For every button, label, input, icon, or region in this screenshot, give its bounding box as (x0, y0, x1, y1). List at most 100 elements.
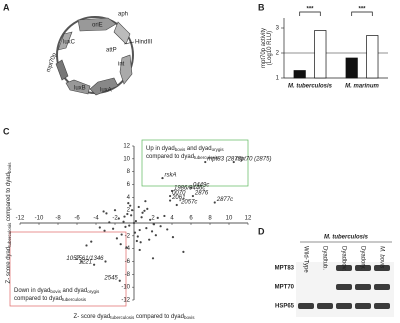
band (317, 303, 333, 309)
lane-label: Dyadbov. (340, 246, 346, 271)
point (232, 160, 235, 164)
lane-label: Dyadory. (359, 246, 365, 270)
point-label: 2545 (103, 275, 118, 281)
point (85, 244, 88, 247)
point-label: 2061 (171, 195, 185, 201)
site-mark (123, 41, 135, 45)
point (149, 218, 152, 221)
row-label: HSP65 (275, 304, 295, 310)
lane-label: Dyadtub. (321, 246, 327, 270)
point (169, 199, 172, 202)
y-tick-label: 8 (127, 169, 131, 175)
point (146, 207, 149, 210)
title-part: bovis (50, 289, 61, 294)
row-label: MPT83 (275, 266, 295, 272)
y-tick-label: -10 (121, 285, 130, 291)
title-part: compared to dyad (6, 173, 12, 223)
y-tick-label: -12 (121, 298, 130, 304)
point (90, 240, 93, 243)
point (120, 233, 123, 236)
significance-bracket (299, 11, 321, 16)
point (154, 234, 157, 237)
point (108, 221, 111, 224)
point (140, 216, 143, 219)
band (374, 265, 390, 271)
gene-arrow (57, 31, 73, 51)
point-label: *2057c (179, 200, 198, 206)
axis-title: Up in dyadbovis and dyadorygis (146, 146, 224, 153)
point (213, 201, 216, 204)
axis-title: compared to dyadtuberculosis (146, 154, 219, 161)
point (143, 209, 146, 212)
point (182, 250, 185, 253)
point (145, 227, 148, 230)
lane-label: Wild-Type (302, 246, 308, 273)
point (123, 215, 126, 218)
point-label: mpt83 (2873) (207, 157, 243, 163)
point (204, 160, 207, 164)
x-tick-label: 6 (189, 216, 193, 222)
x-tick-label: -8 (55, 216, 61, 222)
y-tick-label: -4 (125, 246, 131, 252)
point-label: 1057 (66, 256, 80, 262)
point (115, 237, 118, 240)
title-line: (Log10 RLU) (267, 31, 273, 65)
y-tick-label: -8 (125, 272, 131, 278)
point (159, 225, 162, 228)
y-tick-label: 2 (276, 51, 280, 57)
point (148, 238, 151, 241)
band (374, 284, 390, 290)
point (161, 176, 164, 180)
point (175, 203, 178, 207)
point (104, 260, 107, 263)
point (152, 223, 156, 226)
bar (314, 30, 327, 79)
point (189, 186, 193, 189)
y-tick-label: -6 (125, 259, 131, 265)
point (136, 235, 139, 238)
y-tick-label: -2 (125, 233, 131, 239)
point (93, 263, 96, 266)
point-label: 2876 (194, 191, 209, 197)
axis-title: Z- score dyadtuberculosis compared to dy… (74, 314, 196, 321)
x-tick-label: -10 (35, 216, 44, 222)
point-label: 1561/1346 (75, 256, 104, 262)
point (130, 214, 133, 217)
gene-arrow (77, 17, 117, 32)
x-tick-label: 8 (208, 216, 212, 222)
bar (366, 35, 379, 79)
point (119, 243, 122, 246)
panel-label: D (258, 226, 265, 236)
point (105, 212, 108, 215)
point-label: 1221 (79, 259, 92, 265)
point (103, 229, 106, 232)
x-tick-label: 10 (226, 216, 233, 222)
x-tick-label: M. marinum (345, 84, 379, 90)
x-tick-label: -4 (93, 216, 99, 222)
point (138, 248, 141, 252)
plasmid-map: oriE aph HindIII int attP luxA luxB luxC… (46, 12, 153, 96)
point (118, 279, 121, 282)
gene-label: luxA (100, 88, 112, 94)
title-part: bovis (184, 315, 195, 320)
point (191, 194, 194, 198)
title-part: Up in dyad (146, 146, 175, 152)
gene-label: int (118, 62, 125, 68)
gene-label: luxC (63, 40, 76, 46)
title-part: compared to dyad (146, 154, 194, 160)
point (124, 225, 127, 228)
title-line: mpt70p activity (261, 28, 267, 68)
point (122, 220, 125, 223)
point (156, 216, 159, 219)
point (171, 236, 175, 239)
band (355, 284, 371, 290)
band (336, 265, 352, 271)
y-tick-label: 10 (123, 156, 130, 162)
x-tick-label: M. tuberculosis (288, 84, 333, 90)
gene-label: oriE (92, 23, 103, 29)
point (151, 257, 155, 260)
point (131, 209, 134, 212)
point (117, 217, 120, 220)
point (125, 246, 128, 249)
point (126, 212, 129, 216)
